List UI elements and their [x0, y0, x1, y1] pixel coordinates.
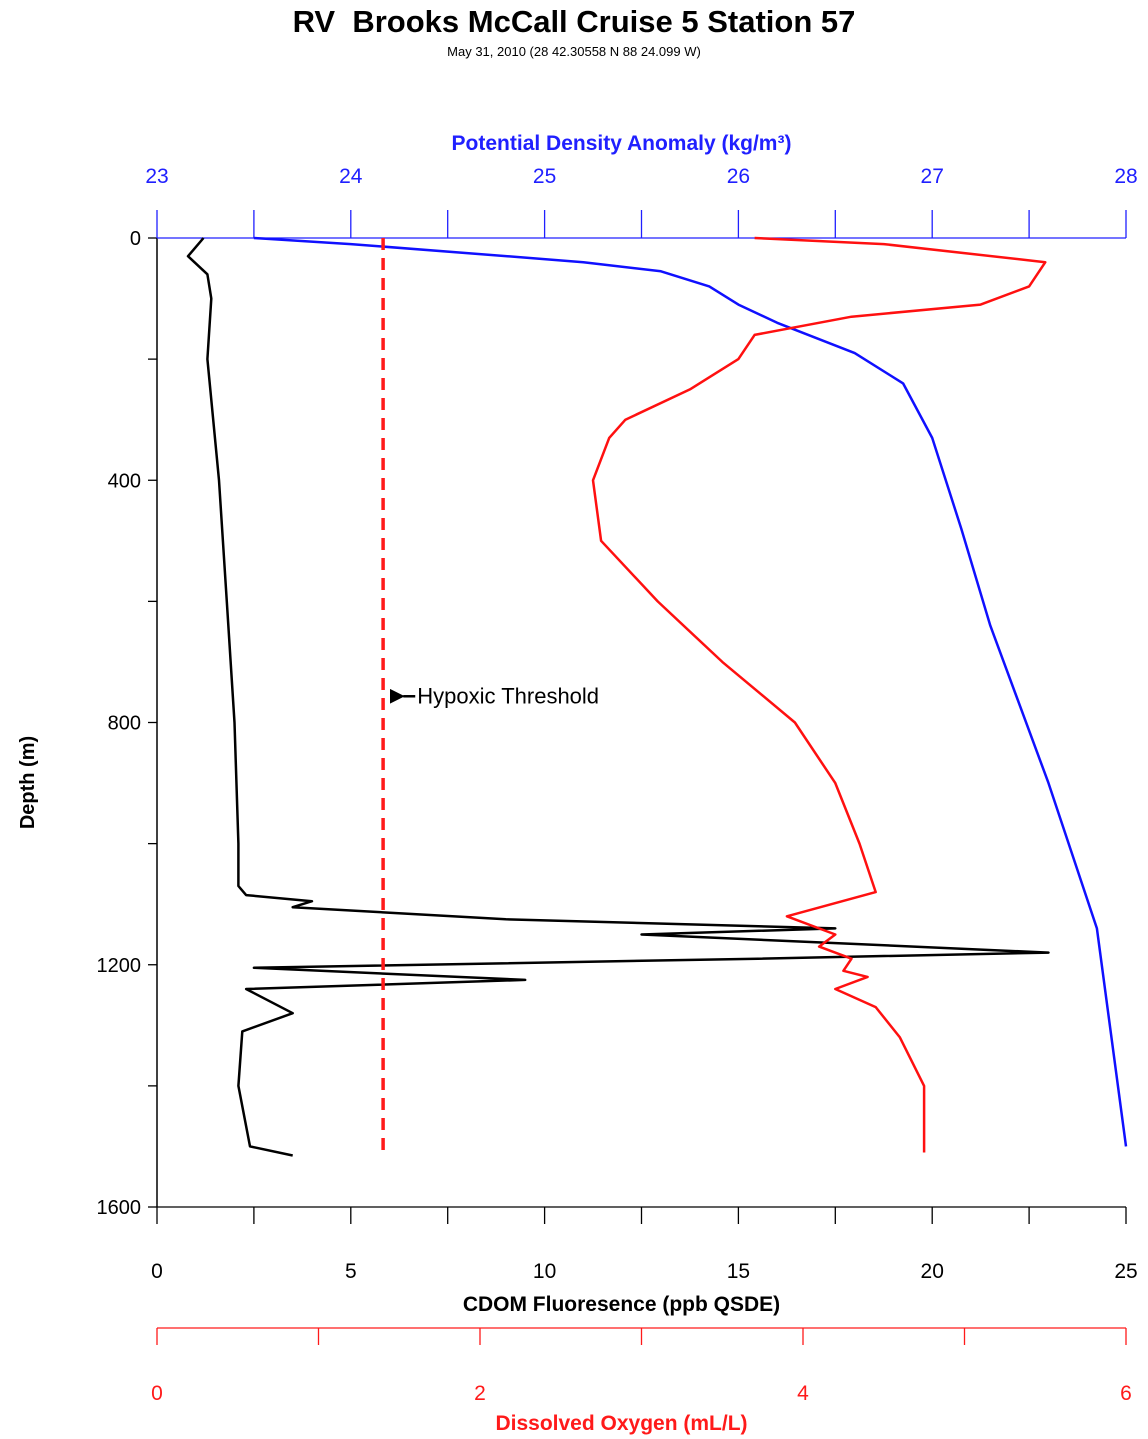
depth-axis-label: Depth (m)	[17, 736, 39, 829]
cdom-profile-line	[186, 237, 1050, 1157]
oxygen-profile-line	[591, 236, 1047, 1153]
cdom-tick-label: 20	[921, 1260, 944, 1283]
density-profile-line	[253, 236, 1128, 1147]
depth-tick-label: 1600	[97, 1197, 142, 1219]
oxygen-tick-label: 4	[797, 1382, 809, 1405]
depth-tick-label: 800	[108, 713, 141, 735]
chart-subtitle: May 31, 2010 (28 42.30558 N 88 24.099 W)	[447, 44, 701, 59]
cdom-tick-label: 10	[533, 1260, 556, 1283]
oxygen-tick-label: 6	[1120, 1382, 1132, 1405]
density-tick-label: 28	[1114, 165, 1137, 188]
depth-tick-label: 0	[130, 228, 141, 250]
cdom-tick-label: 15	[727, 1260, 750, 1283]
cdom-tick-label: 25	[1114, 1260, 1137, 1283]
density-tick-label: 25	[533, 165, 556, 188]
oxygen-axis-label: Dissolved Oxygen (mL/L)	[495, 1412, 747, 1435]
chart-title: RV Brooks McCall Cruise 5 Station 57	[292, 4, 856, 39]
oxygen-tick-label: 2	[474, 1382, 486, 1405]
depth-tick-label: 1200	[97, 955, 142, 977]
density-tick-label: 27	[921, 165, 944, 188]
density-tick-label: 23	[145, 165, 168, 188]
cdom-tick-label: 5	[345, 1260, 357, 1283]
density-tick-label: 24	[339, 165, 363, 188]
cdom-tick-label: 0	[151, 1260, 163, 1283]
depth-tick-label: 400	[108, 470, 141, 492]
oxygen-tick-label: 0	[151, 1382, 163, 1405]
cdom-axis-label: CDOM Fluoresence (ppb QSDE)	[463, 1293, 780, 1316]
density-axis-label: Potential Density Anomaly (kg/m³)	[452, 132, 792, 155]
density-tick-label: 26	[727, 165, 750, 188]
annotation-label: Hypoxic Threshold	[417, 683, 599, 708]
